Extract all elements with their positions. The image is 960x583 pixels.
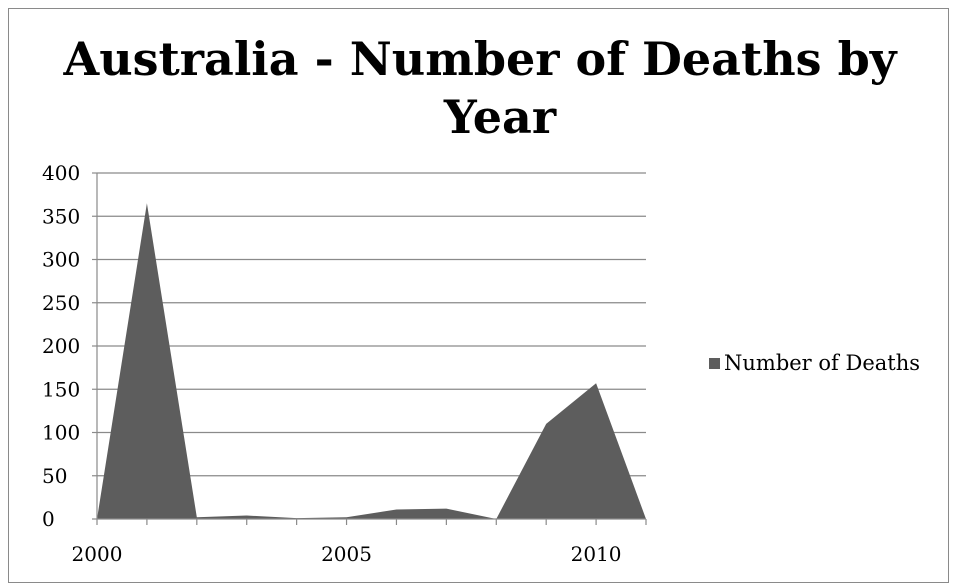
x-tick-label: 2000: [72, 542, 123, 566]
series-areas: [97, 203, 646, 519]
x-tick-labels: 2000 2005 2010: [72, 542, 622, 566]
y-tick-labels: 0 50 100 150 200 250 300 350 400: [42, 161, 80, 531]
legend: Number of Deaths: [709, 351, 920, 375]
chart-title: Australia - Number of Deaths by Year: [0, 30, 960, 146]
legend-label: Number of Deaths: [724, 351, 921, 375]
y-tick-label: 400: [42, 161, 80, 185]
y-tick-label: 0: [42, 507, 55, 531]
y-tick-label: 200: [42, 334, 80, 358]
chart-title-line-2: Year: [443, 90, 557, 144]
x-tick-label: 2005: [321, 542, 372, 566]
y-tick-label: 50: [42, 464, 67, 488]
chart-title-line-1: Australia - Number of Deaths by: [63, 32, 897, 86]
y-tick-label: 250: [42, 291, 80, 315]
axes: [92, 172, 647, 525]
y-tick-label: 300: [42, 248, 80, 272]
legend-swatch: [709, 357, 720, 369]
y-tick-label: 350: [42, 204, 80, 228]
series-area: [97, 203, 646, 519]
y-tick-label: 150: [42, 377, 80, 401]
y-tick-label: 100: [42, 421, 80, 445]
x-tick-label: 2010: [571, 542, 622, 566]
